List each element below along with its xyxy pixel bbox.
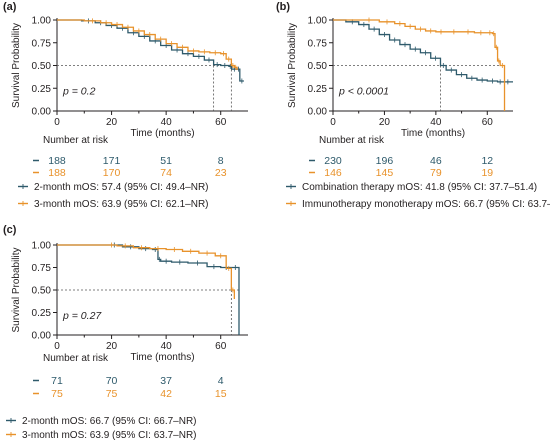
panel-b-ylabel: Survival Probability: [287, 23, 298, 108]
panel-c-xtick-label: 60: [215, 341, 227, 352]
panel-a-ytick-label: 0.25: [32, 84, 52, 95]
panel-a-xtick-label: 40: [161, 117, 173, 128]
panel-b-curve-orange: [333, 19, 506, 111]
panel-b-ytick-label: 0.75: [308, 38, 328, 49]
panel-a-risk-value: 171: [103, 155, 121, 167]
panel-b-ytick-label: 0.50: [308, 61, 328, 72]
panel-c-risk-value: 42: [160, 388, 172, 400]
panel-a-legend-entry: 2-month mOS: 57.4 (95% CI: 49.4–NR): [34, 182, 209, 193]
panel-c-risk-value: 4: [218, 375, 224, 387]
panel-b-xtick-label: 60: [482, 117, 494, 128]
panel-a-risk-value: 170: [103, 167, 121, 179]
panel-c-risk-title: Number at risk: [43, 353, 109, 364]
panel-b-legend-entry: Combination therapy mOS: 41.8 (95% CI: 3…: [302, 182, 537, 193]
panel-b-risk-value: 146: [324, 167, 342, 179]
panel-b-risk-value: 79: [430, 167, 442, 179]
panel-a-risk-title: Number at risk: [43, 135, 109, 146]
panel-c-ytick-label: 0.50: [32, 286, 52, 297]
panel-a-xtick-label: 20: [106, 117, 118, 128]
panel-c-label: (c): [3, 224, 17, 236]
panel-b-risk-value: 230: [324, 155, 342, 167]
panel-c-risk-value: 15: [215, 388, 227, 400]
panel-a-ytick-label: 0.00: [32, 107, 52, 118]
panel-c-xlabel: Time (months): [130, 352, 194, 363]
panel-a-xtick-label: 60: [215, 117, 227, 128]
panel-a-risk-value: 23: [215, 167, 227, 179]
panel-c-ytick-label: 0.75: [32, 263, 52, 274]
panel-b-ytick-label: 0.25: [308, 84, 328, 95]
panel-b-xtick-label: 20: [379, 117, 391, 128]
panel-b-risk-value: 145: [376, 167, 394, 179]
panel-a-curve-teal: [57, 19, 244, 82]
panel-c-risk-value: 37: [160, 375, 172, 387]
panel-a-xlabel: Time (months): [130, 128, 194, 139]
panel-a-pvalue: p = 0.2: [62, 86, 96, 98]
panel-c-xtick-label: 40: [161, 341, 173, 352]
panel-b-ytick-label: 0.00: [308, 107, 328, 118]
panel-b-legend-entry: Immunotherapy monotherapy mOS: 66.7 (95%…: [302, 199, 550, 210]
panel-c-xtick-label: 0: [54, 341, 60, 352]
panel-b-risk-value: 46: [430, 155, 442, 167]
panel-c-ytick-label: 1.00: [32, 241, 52, 252]
panel-c-pvalue: p = 0.27: [62, 310, 102, 322]
panel-c-risk-value: 75: [106, 388, 118, 400]
panel-c-risk-value: 70: [106, 375, 118, 387]
panel-b-risk-value: 196: [376, 155, 394, 167]
panel-c-risk-value: 75: [51, 388, 63, 400]
panel-a-curve-orange: [57, 19, 238, 71]
panel-c-ytick-label: 0.25: [32, 308, 52, 319]
panel-b-label: (b): [276, 1, 290, 13]
panel-c-curve-orange: [57, 244, 236, 299]
panel-a-risk-value: 51: [160, 155, 172, 167]
panel-b-pvalue: p < 0.0001: [338, 86, 389, 98]
panel-b-risk-value: 19: [481, 167, 493, 179]
panel-a-risk-value: 8: [218, 155, 224, 167]
panel-a-risk-value: 188: [48, 167, 66, 179]
panel-b-ytick-label: 1.00: [308, 16, 328, 27]
panel-c-ytick-label: 0.00: [32, 331, 52, 342]
panel-a-legend-entry: 3-month mOS: 63.9 (95% CI: 62.1–NR): [34, 199, 209, 210]
panel-b-risk-value: 12: [481, 155, 493, 167]
panel-b-curve-teal: [333, 19, 513, 83]
panel-a-ytick-label: 0.50: [32, 61, 52, 72]
panel-a-ytick-label: 1.00: [32, 16, 52, 27]
panel-c-risk-value: 71: [51, 375, 63, 387]
panel-a-ytick-label: 0.75: [32, 38, 52, 49]
panel-c-ylabel: Survival Probability: [11, 247, 22, 332]
panel-a-risk-value: 74: [160, 167, 172, 179]
panel-a-risk-value: 188: [48, 155, 66, 167]
panel-b-xlabel: Time (months): [401, 128, 465, 139]
panel-c-legend-entry: 3-month mOS: 63.9 (95% CI: 63.7–NR): [22, 430, 197, 441]
panel-a-xtick-label: 0: [54, 117, 60, 128]
panel-c-xtick-label: 20: [106, 341, 118, 352]
panel-c-legend-entry: 2-month mOS: 66.7 (95% CI: 66.7–NR): [22, 416, 197, 427]
panel-b-xtick-label: 0: [330, 117, 336, 128]
panel-a-label: (a): [3, 1, 17, 13]
panel-b-xtick-label: 40: [430, 117, 442, 128]
panel-a-ylabel: Survival Probability: [11, 23, 22, 108]
panel-b-risk-title: Number at risk: [319, 135, 385, 146]
